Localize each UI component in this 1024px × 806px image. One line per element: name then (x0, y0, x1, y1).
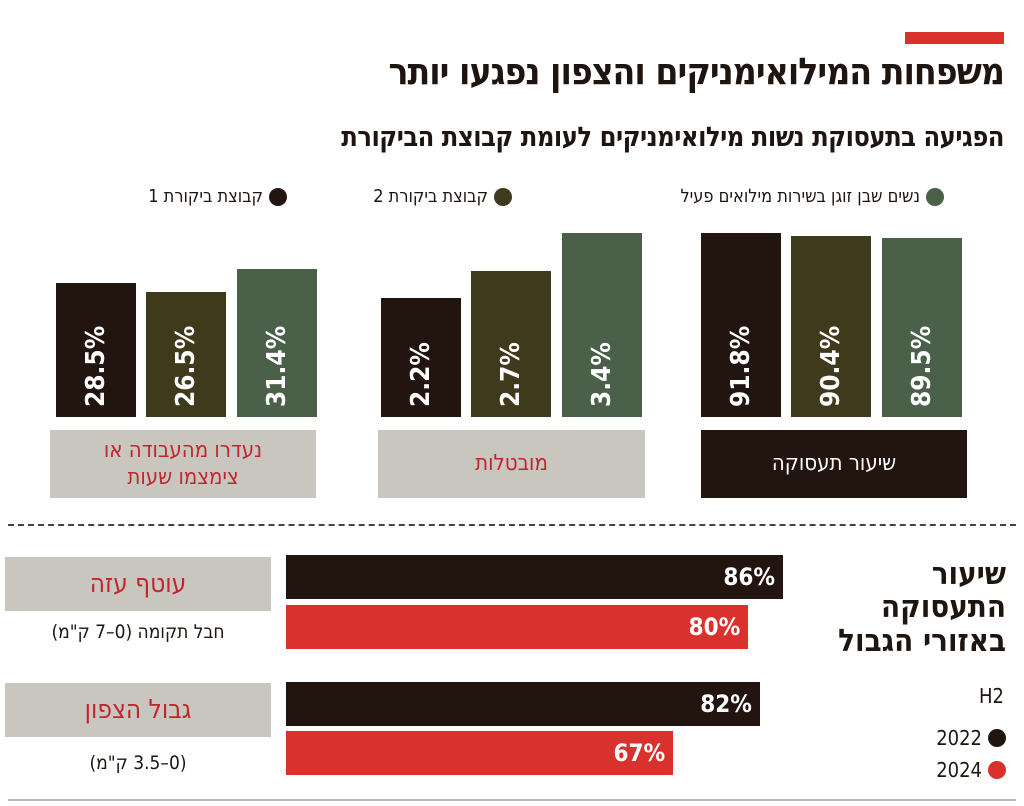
legend-item-control-2: קבוצת ביקורת 2 (373, 186, 512, 207)
legend-dot (988, 729, 1006, 747)
category-label-line: שיעור תעסוקה (771, 451, 897, 477)
bar: 26.5% (146, 292, 226, 417)
category-label-line: צימצמו שעות (127, 465, 239, 490)
bottom-rule (8, 799, 1016, 801)
category-label-text: שיעור תעסוקה (772, 450, 896, 478)
legend-label: 2022 (936, 726, 982, 750)
category-label-line: מובטלות (475, 451, 548, 477)
bar: 90.4% (791, 235, 871, 417)
bar: 86% (286, 555, 783, 599)
legend-item-reservist-wives: נשים שבן זוגן בשירות מילואים פעיל (680, 186, 944, 207)
region-sublabel: (0–3.5 ק"מ) (89, 752, 187, 774)
bar: 91.8% (701, 233, 781, 417)
page-title: משפחות המילואימניקים והצפון נפגעו יותר (388, 50, 1005, 93)
top-bar-chart: 91.8% 90.4% 89.5% שיעור תעסוקה 2.2% 2.7% 3.4% מ… (50, 233, 967, 498)
bar-value-label: 86% (723, 563, 775, 591)
bar: 3.4% (562, 233, 642, 417)
legend-label: קבוצת ביקורת 1 (148, 186, 263, 207)
region-label: גבול הצפון (5, 683, 271, 737)
region-sublabel: חבל תקומה (0–7 ק"מ) (51, 621, 225, 643)
bar: 28.5% (56, 282, 136, 417)
legend-item-control-1: קבוצת ביקורת 1 (148, 186, 287, 207)
accent-bar (905, 32, 1004, 44)
category-label-text: נעדרו מהעבודה או צימצמו שעות (104, 437, 262, 492)
divider-dashed (8, 524, 1016, 526)
bar-value-label: 82% (700, 690, 752, 718)
bar: 67% (286, 731, 674, 775)
bar-value-label: 80% (688, 613, 741, 641)
legend-label: קבוצת ביקורת 2 (373, 186, 488, 207)
legend-item-2022: 2022 (936, 726, 1006, 750)
bar: 80% (286, 605, 749, 649)
category-label-line: נעדרו מהעבודה או (103, 437, 263, 463)
page-subtitle: הפגיעה בתעסוקת נשות מילואימניקים לעומת ק… (341, 122, 1004, 153)
title-line: התעסוקה (880, 589, 1006, 626)
category-label: מובטלות (378, 430, 645, 498)
legend-label: נשים שבן זוגן בשירות מילואים פעיל (680, 186, 920, 207)
bar: 2.7% (471, 270, 551, 417)
category-label: נעדרו מהעבודה או צימצמו שעות (50, 430, 316, 498)
category-label: שיעור תעסוקה (701, 430, 967, 498)
region-label: עוטף עזה (5, 557, 271, 611)
legend-item-2024: 2024 (936, 758, 1006, 782)
bar-value-label: 67% (613, 739, 666, 767)
bar: 2.2% (381, 297, 461, 417)
bar: 82% (286, 682, 760, 726)
legend-dot (269, 187, 287, 206)
category-label-text: מובטלות (475, 450, 548, 478)
border-chart-title: שיעור התעסוקה באזורי הגבול (806, 556, 1006, 659)
legend-label: 2024 (936, 758, 982, 782)
legend-dot (988, 761, 1006, 779)
title-line: שיעור (931, 556, 1006, 592)
legend-dot (926, 187, 944, 206)
bar: 89.5% (882, 237, 962, 417)
title-line: באזורי הגבול (838, 622, 1006, 659)
bar: 31.4% (237, 269, 317, 417)
legend-dot (494, 187, 512, 206)
period-label: H2 (979, 684, 1004, 708)
